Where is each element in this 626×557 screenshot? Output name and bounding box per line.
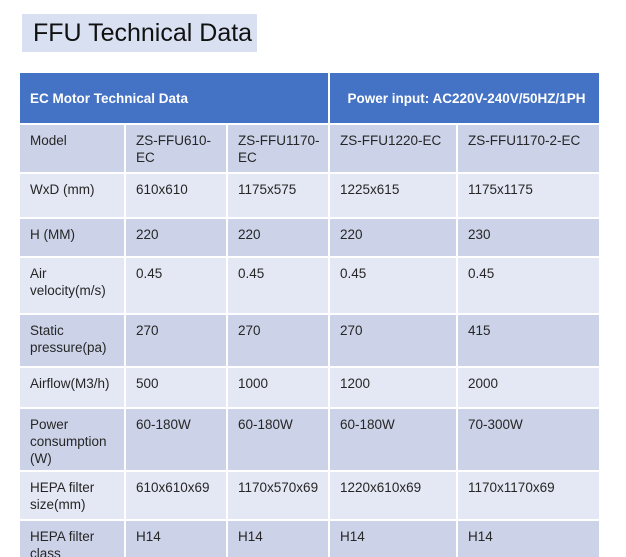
value-cell: 2000 (458, 368, 600, 407)
value-cell: 500 (126, 368, 226, 407)
table-row-wxd: WxD (mm) 610x610 1175x575 1225x615 1175x… (20, 174, 600, 217)
value-cell: 1175x1175 (458, 174, 600, 217)
value-cell: 270 (126, 315, 226, 366)
table-header-title: EC Motor Technical Data (20, 73, 329, 123)
table-row-model: Model ZS-FFU610-EC ZS-FFU1170-EC ZS-FFU1… (20, 125, 600, 172)
value-cell: ZS-FFU610-EC (126, 125, 226, 172)
value-cell: 1220x610x69 (330, 472, 457, 519)
value-cell: 220 (228, 219, 329, 256)
value-cell: 610x610 (126, 174, 226, 217)
value-cell: 1225x615 (330, 174, 457, 217)
ffu-spec-table: EC Motor Technical Data Power input: AC2… (18, 71, 601, 557)
value-cell: 1000 (228, 368, 329, 407)
table-row-air-velocity: Air velocity(m/s) 0.45 0.45 0.45 0.45 (20, 258, 600, 313)
table-row-height: H (MM) 220 220 220 230 (20, 219, 600, 256)
value-cell: 220 (330, 219, 457, 256)
table-header-row: EC Motor Technical Data Power input: AC2… (20, 73, 600, 123)
table-row-hepa-size: HEPA filter size(mm) 610x610x69 1170x570… (20, 472, 600, 519)
power-input-spec: Power input: AC220V-240V/50HZ/1PH (330, 73, 600, 123)
row-label-cell: H (MM) (20, 219, 124, 256)
value-cell: 0.45 (458, 258, 600, 313)
value-cell: 60-180W (126, 409, 226, 470)
value-cell: ZS-FFU1170-2-EC (458, 125, 600, 172)
table-row-static-pressure: Static pressure(pa) 270 270 270 415 (20, 315, 600, 366)
value-cell: 0.45 (228, 258, 329, 313)
value-cell: H14 (330, 521, 457, 557)
page-title: FFU Technical Data (22, 14, 257, 52)
value-cell: 1170x570x69 (228, 472, 329, 519)
value-cell: 1175x575 (228, 174, 329, 217)
value-cell: 0.45 (126, 258, 226, 313)
row-label-cell: Air velocity(m/s) (20, 258, 124, 313)
row-label-cell: Static pressure(pa) (20, 315, 124, 366)
value-cell: 1200 (330, 368, 457, 407)
value-cell: 60-180W (228, 409, 329, 470)
table-row-airflow: Airflow(M3/h) 500 1000 1200 2000 (20, 368, 600, 407)
table-row-power-consumption: Power consumption (W) 60-180W 60-180W 60… (20, 409, 600, 470)
row-label-cell: Power consumption (W) (20, 409, 124, 470)
value-cell: 610x610x69 (126, 472, 226, 519)
row-label-cell: Model (20, 125, 124, 172)
value-cell: 415 (458, 315, 600, 366)
value-cell: H14 (228, 521, 329, 557)
value-cell: ZS-FFU1220-EC (330, 125, 457, 172)
value-cell: ZS-FFU1170-EC (228, 125, 329, 172)
value-cell: 60-180W (330, 409, 457, 470)
row-label-cell: HEPA filter size(mm) (20, 472, 124, 519)
value-cell: 270 (228, 315, 329, 366)
value-cell: 230 (458, 219, 600, 256)
row-label-cell: WxD (mm) (20, 174, 124, 217)
table-row-hepa-class: HEPA filter class H14 H14 H14 H14 (20, 521, 600, 557)
value-cell: 220 (126, 219, 226, 256)
value-cell: H14 (458, 521, 600, 557)
row-label-cell: HEPA filter class (20, 521, 124, 557)
value-cell: H14 (126, 521, 226, 557)
value-cell: 1170x1170x69 (458, 472, 600, 519)
value-cell: 70-300W (458, 409, 600, 470)
value-cell: 270 (330, 315, 457, 366)
value-cell: 0.45 (330, 258, 457, 313)
row-label-cell: Airflow(M3/h) (20, 368, 124, 407)
